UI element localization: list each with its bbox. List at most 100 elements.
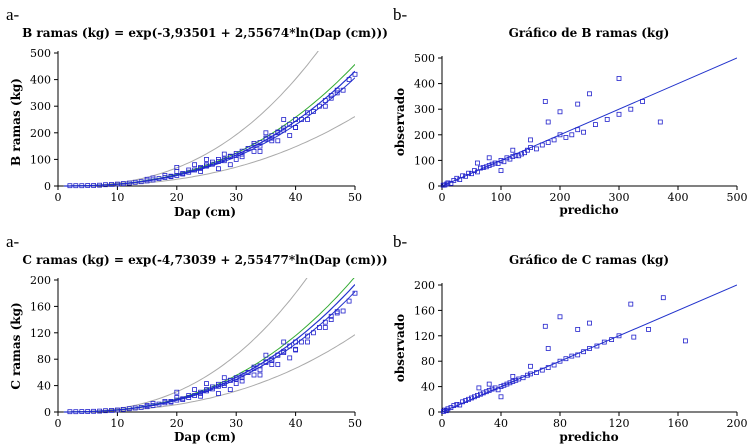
data-point — [97, 182, 102, 188]
data-point — [162, 172, 168, 178]
data-point — [322, 103, 328, 109]
data-point — [569, 132, 575, 138]
data-point — [168, 174, 174, 180]
data-point — [460, 173, 466, 179]
data-point — [257, 372, 263, 378]
data-point — [192, 162, 198, 168]
data-point — [239, 154, 245, 160]
data-point — [628, 301, 634, 307]
data-point — [239, 375, 245, 381]
data-point — [293, 117, 299, 122]
data-point — [156, 176, 162, 182]
data-point — [486, 387, 492, 393]
data-point — [563, 356, 569, 362]
data-point — [91, 408, 96, 414]
data-point — [483, 389, 489, 395]
y-tick-label: 160 — [414, 304, 435, 317]
panel-tag: b- — [393, 5, 408, 24]
data-point — [657, 119, 663, 125]
x-tick-label: 40 — [289, 417, 303, 430]
data-point — [144, 176, 150, 182]
panel-tag: b- — [393, 232, 408, 251]
prediction-upper-line — [63, 278, 308, 413]
data-point — [616, 76, 622, 81]
data-point — [281, 350, 287, 356]
data-point — [257, 143, 263, 149]
confidence-upper-line — [63, 278, 355, 413]
data-point — [115, 181, 120, 187]
data-point — [150, 400, 156, 406]
data-point — [328, 313, 334, 319]
y-axis-label: observado — [393, 88, 407, 156]
data-point — [528, 363, 533, 369]
data-point — [328, 95, 334, 101]
data-point — [174, 168, 180, 174]
data-point — [204, 387, 209, 393]
y-tick-label: 160 — [30, 300, 51, 313]
data-point — [504, 155, 510, 161]
data-point — [501, 382, 507, 388]
data-point — [609, 337, 614, 343]
data-point — [287, 355, 293, 361]
data-point — [97, 408, 102, 414]
data-point — [103, 408, 108, 414]
y-tick-label: 200 — [414, 279, 435, 292]
data-point — [525, 147, 530, 153]
y-tick-label: 400 — [30, 74, 51, 87]
y-tick-label: 300 — [414, 103, 435, 116]
x-tick-label: 20 — [170, 417, 184, 430]
y-axis-label: C ramas (kg) — [9, 302, 23, 389]
data-point — [604, 117, 610, 122]
data-point — [545, 365, 551, 371]
y-axis-label: B ramas (kg) — [9, 78, 23, 166]
data-point — [85, 409, 91, 414]
data-point — [569, 353, 575, 359]
chart-title: Gráfico de C ramas (kg) — [509, 253, 669, 267]
y-tick-label: 120 — [30, 327, 51, 340]
data-point — [144, 402, 150, 408]
data-point — [352, 290, 358, 296]
data-point — [322, 319, 328, 325]
data-point — [587, 320, 592, 326]
data-point — [138, 179, 144, 185]
data-point — [575, 127, 581, 133]
data-point — [209, 384, 215, 390]
data-point — [227, 154, 233, 160]
y-tick-label: 500 — [30, 47, 51, 60]
data-point — [215, 391, 221, 396]
data-point — [293, 339, 299, 345]
y-tick-label: 40 — [37, 380, 51, 393]
data-point — [120, 181, 126, 187]
data-point — [507, 380, 513, 386]
confidence-upper-line — [63, 64, 355, 187]
data-point — [593, 122, 598, 127]
data-point — [581, 129, 586, 135]
data-point — [441, 408, 446, 414]
data-point — [275, 352, 281, 358]
data-point — [528, 137, 533, 143]
data-point — [269, 135, 275, 141]
data-point — [198, 393, 204, 399]
data-point — [454, 401, 460, 407]
data-point — [442, 407, 448, 413]
data-point — [334, 87, 340, 93]
data-point — [451, 403, 457, 409]
data-point — [316, 325, 322, 330]
x-axis-label: predicho — [559, 430, 618, 444]
data-point — [528, 371, 533, 377]
y-tick-label: 100 — [414, 154, 435, 167]
y-tick-label: 100 — [30, 153, 51, 166]
data-point — [126, 406, 132, 412]
fit-lines — [442, 284, 737, 413]
data-point — [346, 77, 352, 82]
y-tick-label: 200 — [414, 129, 435, 142]
data-point — [334, 90, 340, 96]
data-point — [486, 381, 492, 387]
identity-line — [442, 284, 737, 413]
data-point — [257, 367, 263, 373]
data-point — [519, 151, 524, 157]
data-point — [545, 346, 551, 351]
data-point — [340, 308, 346, 314]
data-point — [587, 346, 592, 351]
data-point — [198, 168, 204, 174]
